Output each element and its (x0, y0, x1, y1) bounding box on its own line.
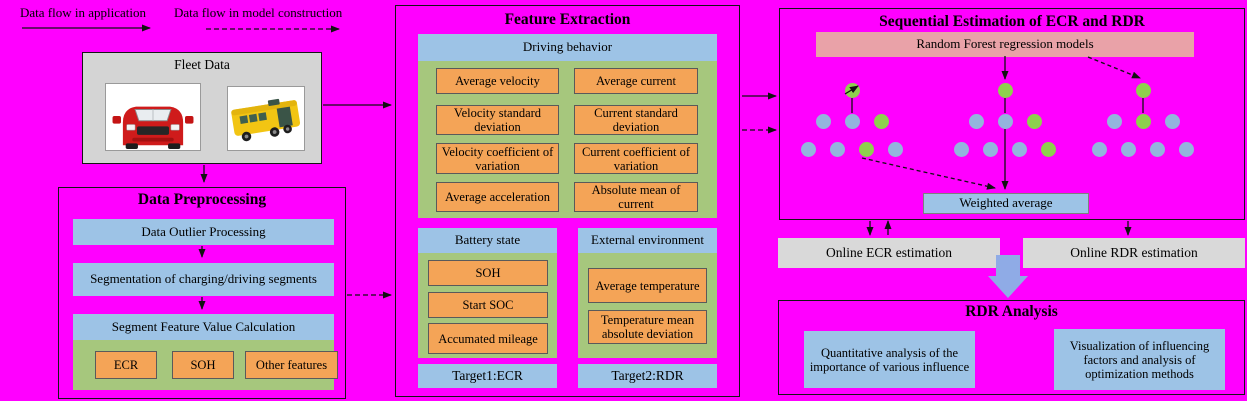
data-preprocessing-panel: Data Preprocessing Data Outlier Processi… (58, 187, 346, 399)
fleet-data-title: Fleet Data (174, 57, 230, 72)
rdr-analysis-panel: RDR Analysis Quantitative analysis of th… (778, 300, 1245, 395)
random-forest-box: Random Forest regression models (816, 32, 1194, 57)
sequential-estimation-title: Sequential Estimation of ECR and RDR (879, 13, 1145, 30)
analysis-visualization-box: Visualization of influencing factors and… (1054, 329, 1225, 390)
bus-image-frame (227, 86, 305, 151)
car-icon (112, 106, 194, 149)
feat-average-current: Average current (574, 68, 698, 94)
online-ecr-estimation-box: Online ECR estimation (778, 238, 1000, 268)
feat-soh: SOH (428, 260, 548, 286)
feature-soh: SOH (172, 351, 234, 379)
feat-accumated-mileage: Accumated mileage (428, 323, 548, 354)
segment-feature-calc-body: ECR SOH Other features (73, 340, 338, 390)
feat-average-velocity: Average velocity (436, 68, 559, 94)
feature-ecr: ECR (95, 351, 157, 379)
sequential-estimation-panel: Sequential Estimation of ECR and RDR Ran… (779, 8, 1245, 220)
online-rdr-estimation-box: Online RDR estimation (1023, 238, 1245, 268)
feat-start-soc: Start SOC (428, 292, 548, 318)
feature-other: Other features (245, 351, 338, 379)
fleet-data-panel: Fleet Data (82, 52, 322, 164)
bus-icon (231, 98, 301, 141)
step-segmentation: Segmentation of charging/driving segment… (73, 263, 334, 296)
driving-behavior-group: Driving behavior Average velocity Averag… (418, 34, 717, 218)
data-preprocessing-title: Data Preprocessing (137, 191, 267, 208)
legend-application-label: Data flow in application (20, 5, 146, 20)
feat-current-std: Current standard deviation (574, 105, 698, 135)
feat-average-acceleration: Average acceleration (436, 182, 559, 212)
external-environment-header: External environment (578, 228, 717, 253)
feat-absolute-mean-current: Absolute mean of current (574, 182, 698, 212)
car-image-frame (105, 83, 201, 151)
segment-feature-calc-header: Segment Feature Value Calculation (73, 314, 334, 340)
feat-average-temperature: Average temperature (588, 268, 707, 303)
analysis-quantitative-box: Quantitative analysis of the importance … (804, 331, 975, 388)
battery-state-body: SOH Start SOC Accumated mileage (418, 253, 557, 358)
battery-state-header: Battery state (418, 228, 557, 253)
external-environment-group: External environment Average temperature… (578, 228, 717, 358)
target1-ecr: Target1:ECR (418, 364, 557, 388)
feature-extraction-title: Feature Extraction (504, 11, 631, 28)
step-data-outlier-processing: Data Outlier Processing (73, 219, 334, 245)
feat-velocity-std: Velocity standard deviation (436, 105, 559, 135)
legend-model-label: Data flow in model construction (174, 5, 343, 20)
driving-behavior-body: Average velocity Average current Velocit… (418, 61, 717, 218)
battery-state-group: Battery state SOH Start SOC Accumated mi… (418, 228, 557, 358)
feat-current-cov: Current coefficient of variation (574, 143, 698, 174)
feat-velocity-cov: Velocity coefficient of variation (436, 143, 559, 174)
target2-rdr: Target2:RDR (578, 364, 717, 388)
segment-feature-calc-group: Segment Feature Value Calculation ECR SO… (73, 314, 338, 390)
weighted-average-box: Weighted average (923, 193, 1089, 214)
feature-extraction-panel: Feature Extraction Driving behavior Aver… (395, 5, 740, 397)
feat-temperature-mad: Temperature mean absolute deviation (588, 310, 707, 344)
external-environment-body: Average temperature Temperature mean abs… (578, 253, 717, 358)
rdr-analysis-title: RDR Analysis (965, 303, 1058, 320)
driving-behavior-header: Driving behavior (418, 34, 717, 61)
